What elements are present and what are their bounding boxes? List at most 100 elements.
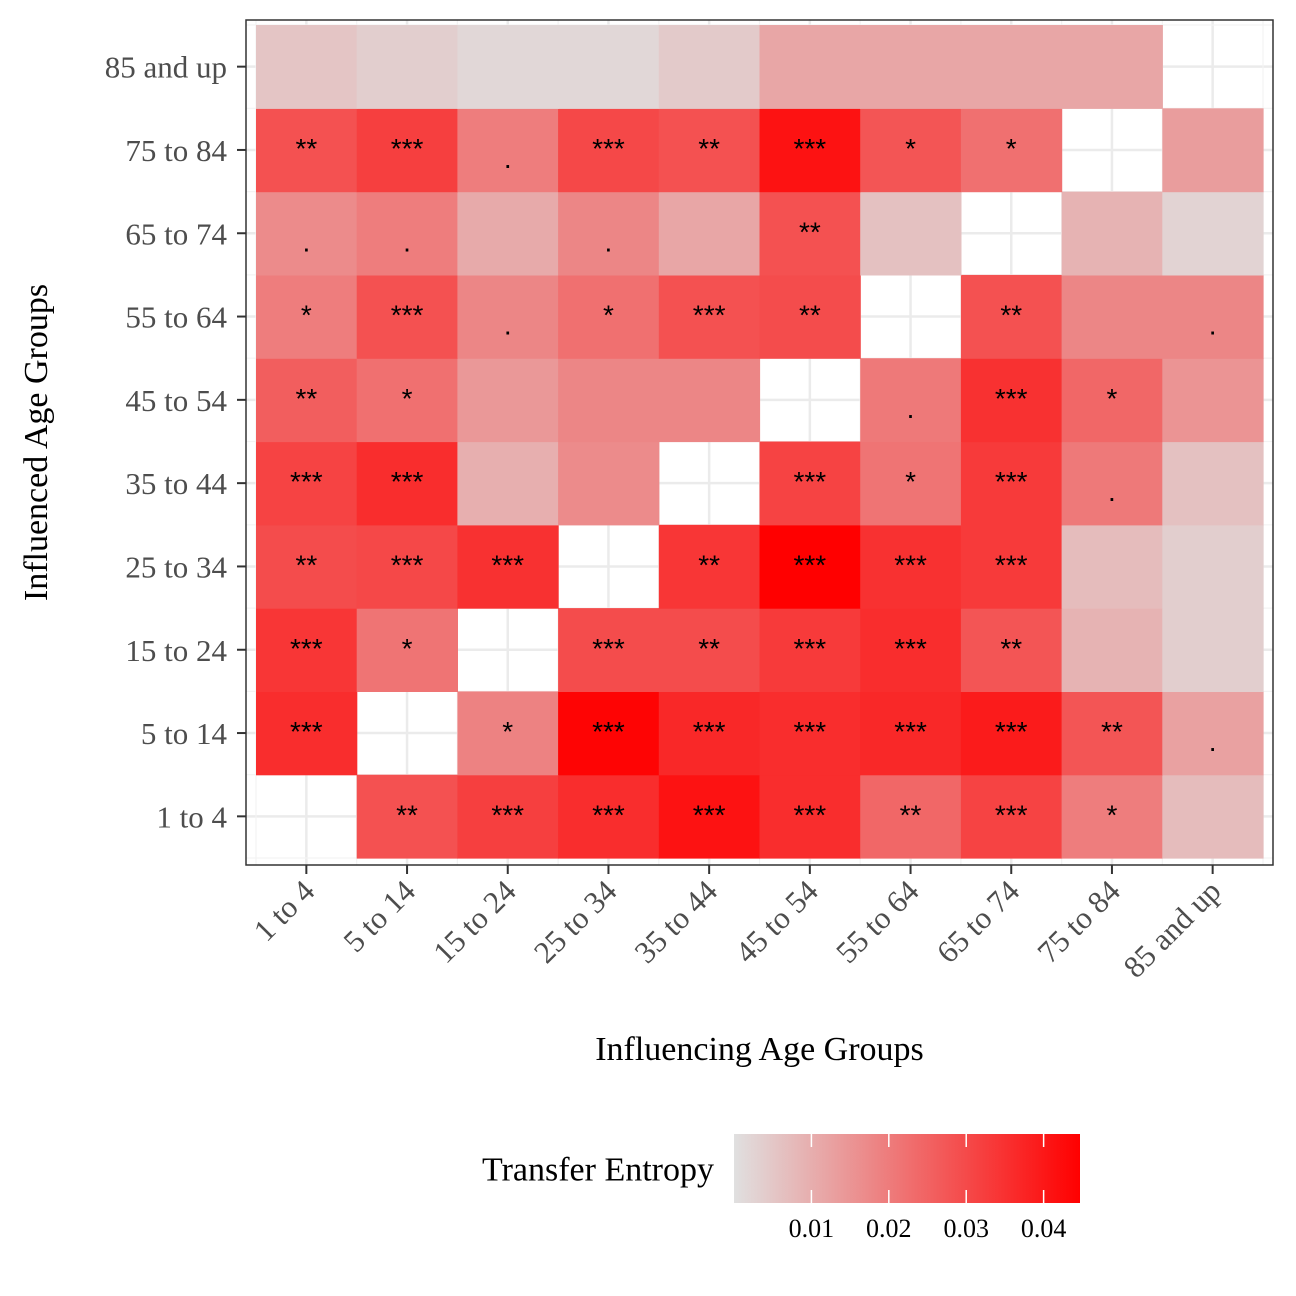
significance-label: *** xyxy=(391,549,424,580)
significance-label: ** xyxy=(1000,633,1022,664)
heatmap-cell xyxy=(960,691,1063,776)
heatmap-cell xyxy=(558,691,660,776)
heatmap-cell xyxy=(256,524,358,609)
y-tick-label: 25 to 34 xyxy=(125,549,227,584)
heatmap-cell xyxy=(356,274,458,359)
significance-label: ** xyxy=(295,549,317,580)
heatmap-cell xyxy=(256,608,358,692)
significance-label: . xyxy=(1209,310,1217,341)
heatmap-cell xyxy=(759,108,861,193)
heatmap-cell xyxy=(356,108,458,193)
significance-label: ** xyxy=(698,549,720,580)
heatmap-cell xyxy=(457,191,559,276)
heatmap-cell xyxy=(457,441,559,526)
heatmap-cell xyxy=(860,191,962,276)
significance-label: *** xyxy=(592,799,625,830)
heatmap-cell xyxy=(356,524,458,609)
y-tick-label: 5 to 14 xyxy=(141,716,228,751)
panel-border xyxy=(245,19,1274,866)
heatmap-cell xyxy=(1061,524,1163,609)
significance-label: * xyxy=(603,300,614,331)
heatmap-cell xyxy=(860,691,962,776)
y-axis-ticks: 1 to 4 5 to 14 15 to 24 25 to 34 35 to 44 45 … xyxy=(105,50,246,834)
y-tick-label: 65 to 74 xyxy=(125,216,227,251)
legend-tick-label: 0.03 xyxy=(943,1214,989,1243)
heatmap-cell xyxy=(1061,774,1163,859)
legend-tick-label: 0.04 xyxy=(1021,1214,1067,1243)
heatmap-cell xyxy=(1162,358,1264,443)
heatmap-cell xyxy=(356,774,458,859)
heatmap-cell xyxy=(759,191,861,276)
significance-label: ** xyxy=(1000,300,1022,331)
legend-title: Transfer Entropy xyxy=(482,1152,714,1189)
heatmap-cell xyxy=(1061,608,1163,692)
legend-tick-label: 0.01 xyxy=(789,1214,835,1243)
significance-label: ** xyxy=(900,799,922,830)
heatmap-cell xyxy=(1162,608,1264,692)
significance-label: *** xyxy=(491,799,524,830)
heatmap-cell xyxy=(256,108,358,193)
significance-label: *** xyxy=(995,716,1028,747)
y-tick-label: 45 to 54 xyxy=(125,383,227,418)
significance-label: *** xyxy=(995,383,1028,414)
significance-label: ** xyxy=(698,633,720,664)
heatmap-cell xyxy=(860,608,962,692)
heatmap-cell xyxy=(960,524,1063,609)
heatmap-cell xyxy=(960,358,1063,443)
heatmap-cell xyxy=(759,25,861,109)
heatmap-cell xyxy=(759,608,861,692)
heatmap-cell xyxy=(860,774,962,859)
heatmap-cell xyxy=(1162,691,1264,776)
heatmap-cell xyxy=(860,108,962,193)
heatmap-cell xyxy=(1162,108,1264,193)
x-tick-label: 75 to 84 xyxy=(1030,873,1127,970)
heatmap-cell xyxy=(256,191,358,276)
heatmap-cell xyxy=(658,191,761,276)
heatmap-cell xyxy=(356,25,458,109)
heatmap-cell xyxy=(1162,191,1264,276)
significance-label: ** xyxy=(295,383,317,414)
heatmap-cell xyxy=(960,25,1063,109)
heatmap-cell xyxy=(759,524,861,609)
significance-label: *** xyxy=(592,133,625,164)
significance-label: * xyxy=(402,383,413,414)
heatmap-cell xyxy=(759,774,861,859)
significance-label: *** xyxy=(693,716,726,747)
significance-label: *** xyxy=(290,466,323,497)
heatmap-cell xyxy=(256,691,358,776)
x-tick-label: 25 to 34 xyxy=(527,873,624,970)
significance-label: . xyxy=(1209,726,1217,757)
significance-label: *** xyxy=(995,799,1028,830)
significance-label: ** xyxy=(799,216,821,247)
heatmap-cell xyxy=(860,524,962,609)
significance-label: *** xyxy=(391,133,424,164)
legend-ticks: 0.01 0.02 0.03 0.04 xyxy=(789,1134,1067,1243)
significance-label: . xyxy=(504,143,512,174)
heatmap-cell xyxy=(256,274,358,359)
heatmap-cell xyxy=(658,25,761,109)
heatmap-cell xyxy=(256,441,358,526)
heatmap-cell xyxy=(558,774,660,859)
heatmap-cell xyxy=(658,358,761,443)
color-legend: Transfer Entropy 0.01 0.02 0.03 0.04 xyxy=(482,1134,1080,1243)
heatmap-cell xyxy=(256,358,358,443)
significance-label: *** xyxy=(995,549,1028,580)
x-tick-label: 45 to 54 xyxy=(728,873,825,970)
heatmap-cell xyxy=(1061,691,1163,776)
significance-label: *** xyxy=(290,633,323,664)
heatmap-cell xyxy=(1162,524,1264,609)
heatmap-cell xyxy=(356,441,458,526)
heatmap-cell xyxy=(558,608,660,692)
x-tick-label: 35 to 44 xyxy=(627,873,724,970)
heatmap-cell xyxy=(558,274,660,359)
heatmap-cell xyxy=(860,358,962,443)
heatmap-cell xyxy=(457,274,559,359)
x-tick-label: 85 and up xyxy=(1116,873,1227,984)
y-tick-label: 15 to 24 xyxy=(125,633,227,668)
significance-label: *** xyxy=(491,549,524,580)
significance-label: . xyxy=(605,226,613,257)
heatmap-cell xyxy=(759,441,861,526)
heatmap-cell xyxy=(658,774,761,859)
significance-label: * xyxy=(905,466,916,497)
x-tick-label: 1 to 4 xyxy=(247,873,322,948)
